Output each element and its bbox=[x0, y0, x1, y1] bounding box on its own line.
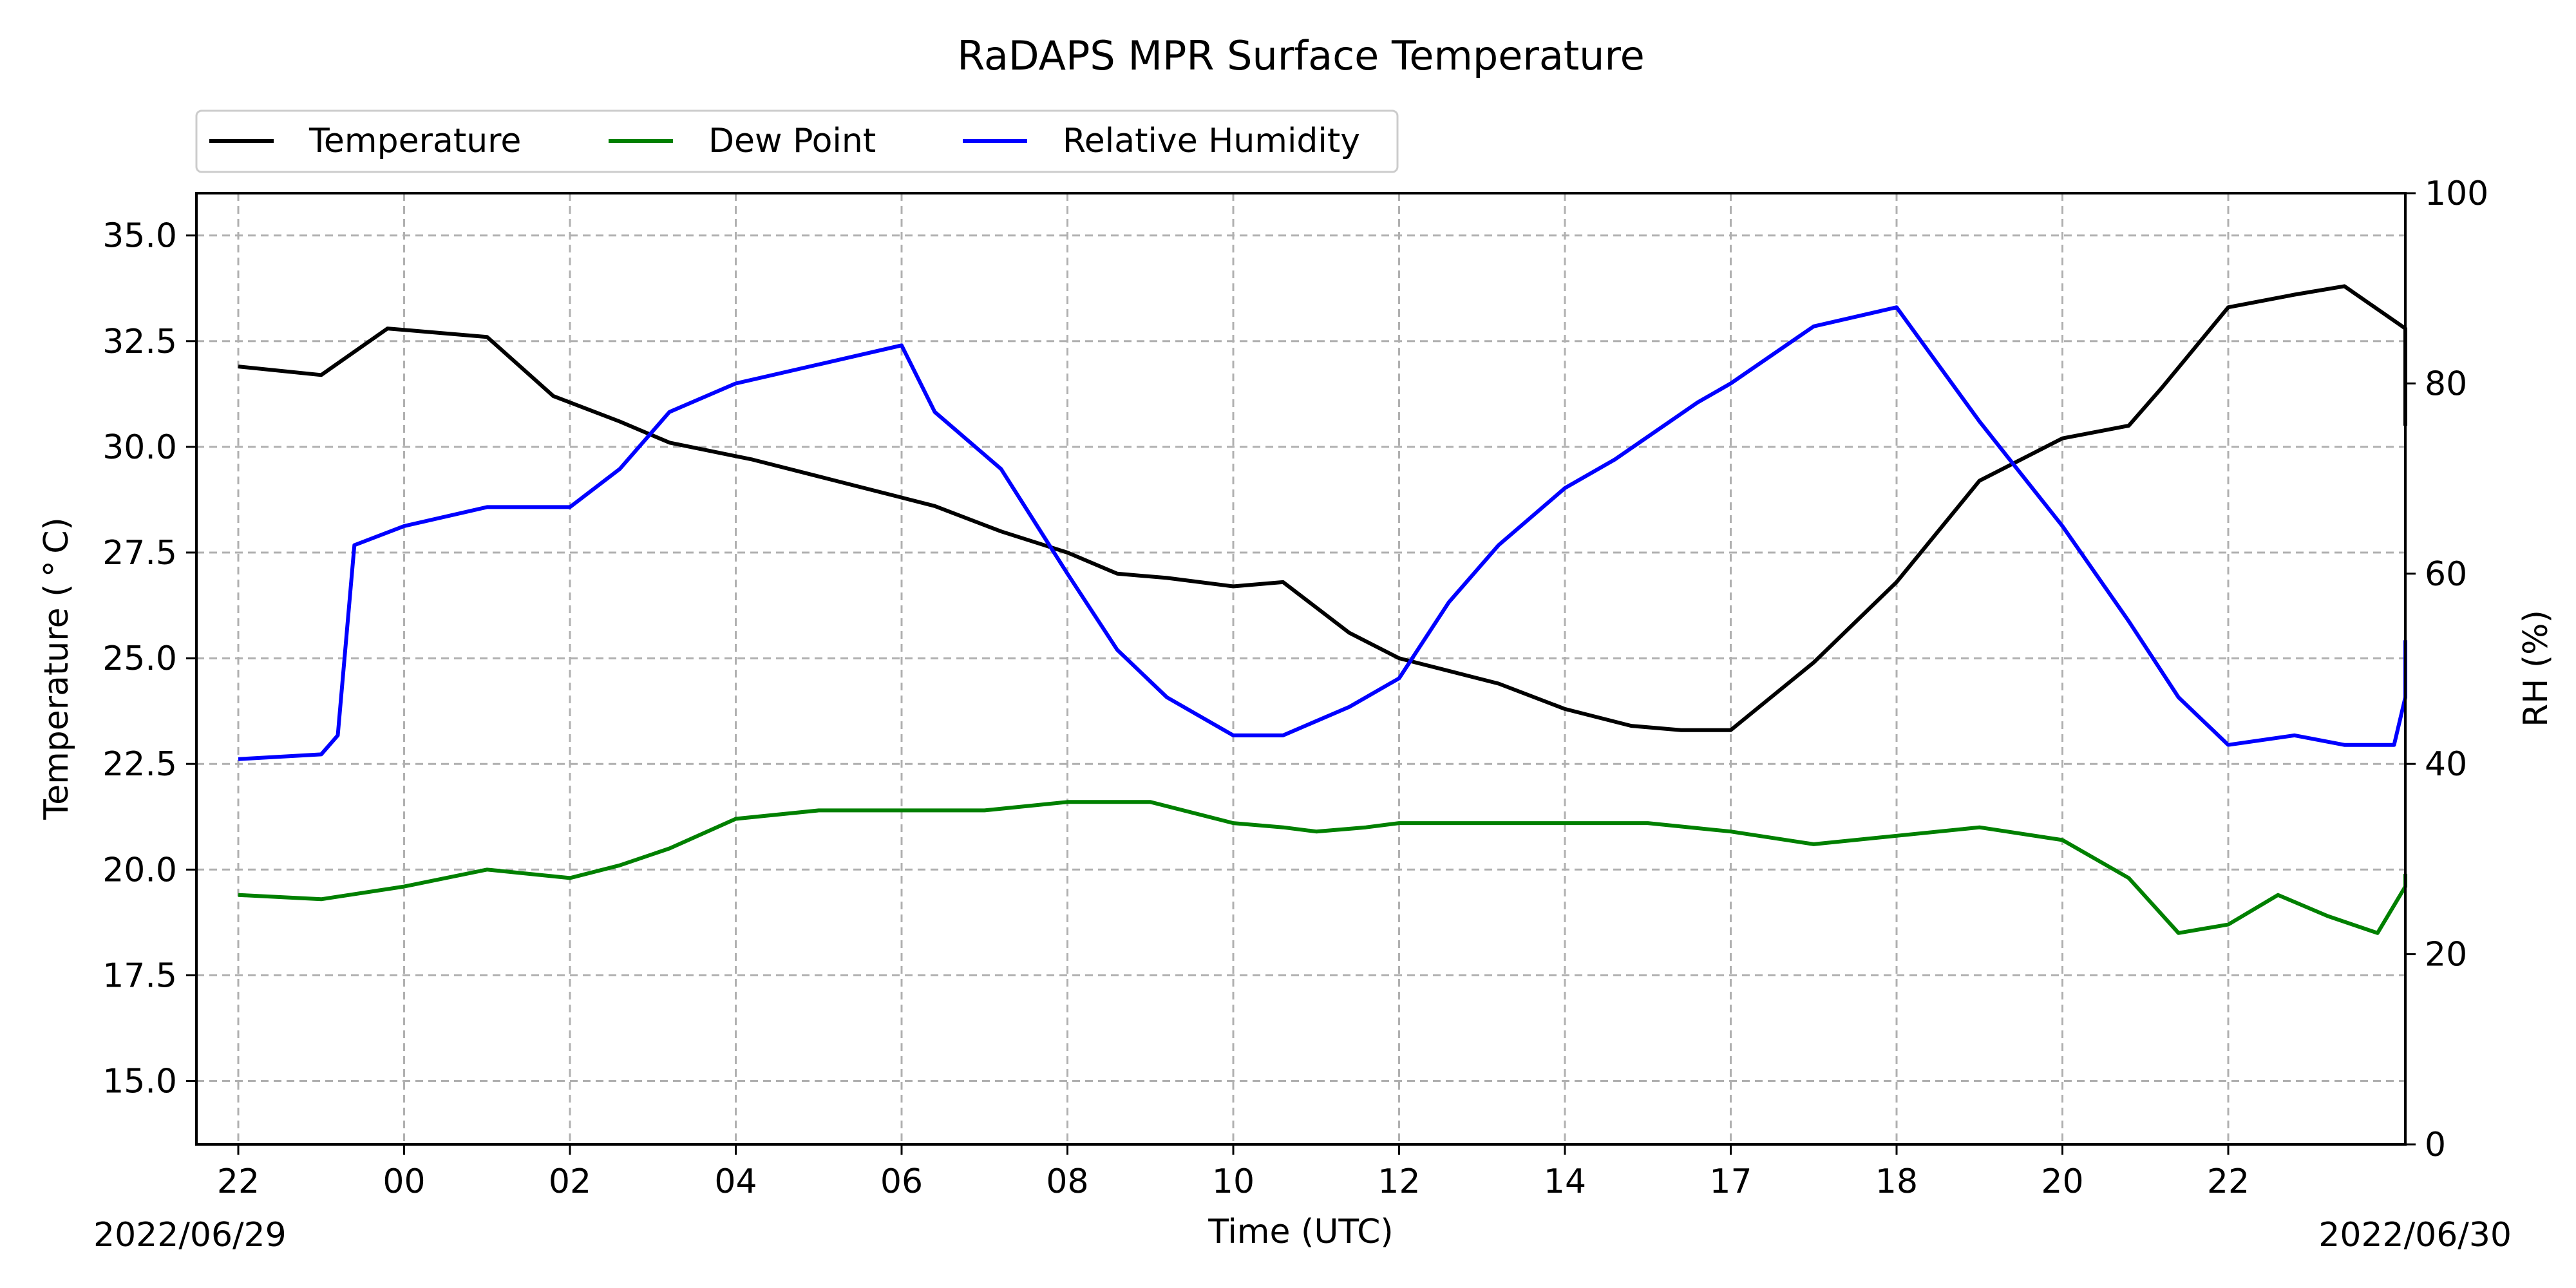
y-right-tick-label: 80 bbox=[2425, 365, 2467, 403]
y-left-tick-label: 30.0 bbox=[102, 428, 177, 467]
date-end-label: 2022/06/30 bbox=[2318, 1216, 2512, 1255]
series-line-temperature bbox=[238, 284, 2407, 732]
y-right-tick-label: 0 bbox=[2425, 1126, 2446, 1164]
series-line-relative-humidity bbox=[238, 305, 2407, 761]
y-left-tick-label: 20.0 bbox=[102, 851, 177, 889]
x-tick-label: 12 bbox=[1378, 1162, 1420, 1201]
y-left-tick-label: 17.5 bbox=[102, 956, 177, 995]
x-tick-label: 08 bbox=[1046, 1162, 1088, 1201]
legend-label: Relative Humidity bbox=[1063, 122, 1360, 160]
chart-title: RaDAPS MPR Surface Temperature bbox=[957, 32, 1645, 79]
y-left-tick-label: 32.5 bbox=[102, 323, 177, 361]
x-axis-ticks: 22 00 02 04 06 08 10 12 14 17 18 20 22 bbox=[217, 1144, 2249, 1201]
legend-label: Dew Point bbox=[708, 122, 876, 160]
y-right-axis-ticks: 0 20 40 60 80 100 bbox=[2405, 175, 2488, 1164]
x-axis-label: Time (UTC) bbox=[1208, 1213, 1393, 1251]
y-left-axis-label: Temperature ( ° C) bbox=[37, 517, 76, 820]
x-tick-label: 06 bbox=[880, 1162, 923, 1201]
x-tick-label: 18 bbox=[1875, 1162, 1918, 1201]
series-line-dew-point bbox=[238, 800, 2407, 935]
legend-label: Temperature bbox=[308, 122, 521, 160]
x-tick-label: 22 bbox=[217, 1162, 260, 1201]
y-right-tick-label: 60 bbox=[2425, 555, 2467, 594]
legend-box bbox=[195, 109, 1399, 173]
legend: Temperature Dew Point Relative Humidity bbox=[195, 109, 1399, 173]
series-layer bbox=[238, 284, 2407, 935]
y-left-axis-ticks: 15.0 17.5 20.0 22.5 25.0 27.5 30.0 32.5 35.0 bbox=[102, 217, 196, 1101]
y-left-tick-label: 35.0 bbox=[102, 217, 177, 256]
x-tick-label: 10 bbox=[1212, 1162, 1255, 1201]
y-left-tick-label: 25.0 bbox=[102, 639, 177, 678]
x-tick-label: 04 bbox=[714, 1162, 757, 1201]
x-tick-label: 14 bbox=[1544, 1162, 1586, 1201]
x-tick-label: 20 bbox=[2041, 1162, 2083, 1201]
y-right-tick-label: 100 bbox=[2425, 175, 2488, 213]
grid bbox=[196, 193, 2405, 1144]
y-left-tick-label: 27.5 bbox=[102, 534, 177, 573]
plot-frame bbox=[195, 192, 2407, 1146]
y-right-tick-label: 20 bbox=[2425, 936, 2467, 974]
x-tick-label: 00 bbox=[383, 1162, 425, 1201]
x-tick-label: 02 bbox=[549, 1162, 591, 1201]
y-right-tick-label: 40 bbox=[2425, 745, 2467, 784]
y-left-tick-label: 15.0 bbox=[102, 1063, 177, 1101]
x-tick-label: 22 bbox=[2207, 1162, 2249, 1201]
y-left-tick-label: 22.5 bbox=[102, 745, 177, 784]
x-tick-label: 17 bbox=[1709, 1162, 1752, 1201]
y-right-axis-label: RH (%) bbox=[2517, 610, 2555, 727]
date-start-label: 2022/06/29 bbox=[93, 1216, 287, 1255]
